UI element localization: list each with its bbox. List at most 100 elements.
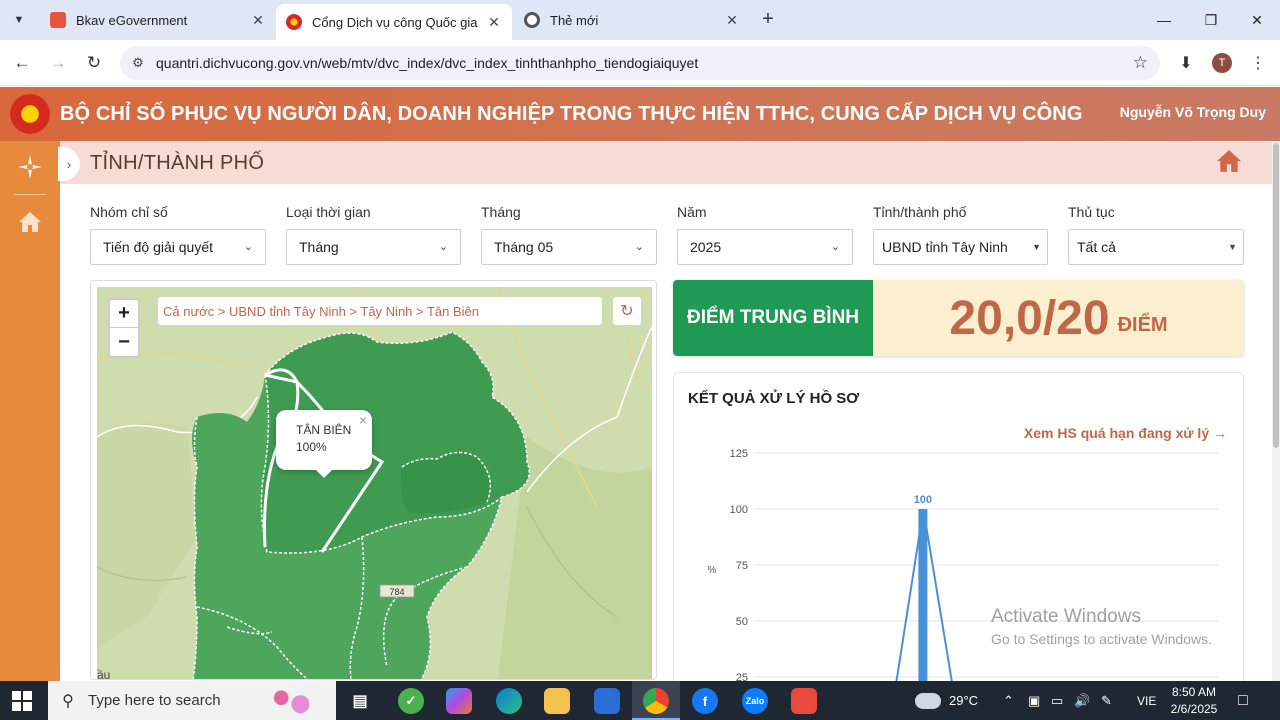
y-axis-label: % <box>708 565 717 576</box>
pen-icon[interactable]: ✎ <box>1101 692 1112 708</box>
volume-icon[interactable]: 🔊 <box>1074 692 1091 708</box>
chevron-down-icon: ⌄ <box>438 241 448 253</box>
tab-title: Thẻ mới <box>550 12 599 28</box>
procedure-select[interactable]: Tất cả ▼ <box>1068 229 1244 265</box>
home-icon[interactable] <box>15 207 45 237</box>
weather-widget[interactable]: 29°C <box>915 681 978 720</box>
map-breadcrumb[interactable]: Cả nước > UBND tỉnh Tây Ninh > Tây Ninh … <box>158 297 602 325</box>
popup-district-name: TÂN BIÊN <box>296 423 352 437</box>
sidebar-toggle-button[interactable]: › <box>58 147 80 181</box>
forward-button[interactable]: → <box>49 53 67 72</box>
scrollbar-thumb[interactable] <box>1273 143 1279 448</box>
overdue-files-link[interactable]: Xem HS quá hạn đang xử lý → <box>1023 425 1227 441</box>
province-select[interactable]: UBND tỉnh Tây Ninh ▼ <box>873 229 1048 265</box>
time-type-select[interactable]: Tháng ⌄ <box>286 229 461 265</box>
back-button[interactable]: ← <box>13 53 31 72</box>
compass-icon[interactable] <box>15 152 45 182</box>
notification-icon[interactable]: □ <box>1238 691 1248 709</box>
site-info-icon[interactable]: ⚙ <box>132 55 144 70</box>
tab-title: Bkav eGovernment <box>76 12 188 28</box>
filter-procedure: Thủ tục Tất cả ▼ <box>1068 204 1244 265</box>
filter-time-type: Loại thời gian Tháng ⌄ <box>286 204 461 265</box>
address-bar[interactable]: ⚙ quantri.dichvucong.gov.vn/web/mtv/dvc_… <box>120 46 1160 80</box>
watermark-line-1: Activate Windows <box>991 606 1141 627</box>
page-header-bar: TỈNH/THÀNH PHỐ <box>60 141 1272 184</box>
caret-down-icon: ▼ <box>1032 242 1041 252</box>
copilot-icon[interactable] <box>446 688 472 714</box>
windows-start-icon[interactable] <box>12 691 32 711</box>
taskbar-clock[interactable]: 8:50 AM 2/6/2025 <box>1163 684 1225 718</box>
download-icon[interactable]: ⬇ <box>1179 55 1193 72</box>
clock-time: 8:50 AM <box>1171 685 1217 699</box>
file-explorer-icon[interactable] <box>544 688 570 714</box>
reload-button[interactable]: ↻ <box>86 53 102 72</box>
profile-avatar[interactable]: T <box>1212 53 1232 73</box>
facebook-icon[interactable]: f <box>692 688 718 714</box>
y-tick-label: 100 <box>730 504 748 516</box>
tab-title: Cổng Dịch vụ công Quốc gia <box>312 14 478 30</box>
green-app-icon[interactable]: ✓ <box>398 688 424 714</box>
bookmark-star-icon[interactable]: ☆ <box>1132 53 1148 72</box>
year-select[interactable]: 2025 ⌄ <box>677 229 853 265</box>
tab-search-button[interactable]: ▼ <box>13 14 25 26</box>
pdf-reader-icon[interactable] <box>791 688 817 714</box>
taskbar-search-box[interactable]: ⚲ Type here to search <box>48 681 336 720</box>
chevron-up-icon[interactable]: ⌃ <box>1003 692 1014 708</box>
close-icon[interactable]: ✕ <box>252 11 264 28</box>
tab-dichvucong[interactable]: Cổng Dịch vụ công Quốc gia ✕ <box>276 4 512 40</box>
close-icon[interactable]: ✕ <box>726 11 738 28</box>
flower-butterfly-icon <box>262 685 326 717</box>
minimize-button[interactable]: — <box>1157 12 1171 28</box>
filter-label: Loại thời gian <box>286 204 371 220</box>
sidebar-divider <box>14 194 46 195</box>
edge-icon[interactable] <box>496 688 522 714</box>
tab-bkav[interactable]: Bkav eGovernment ✕ <box>40 4 276 36</box>
filter-label: Nhóm chỉ số <box>90 204 168 220</box>
browser-toolbar: ← → ↻ ⚙ quantri.dichvucong.gov.vn/web/mt… <box>0 40 1280 86</box>
page-scrollbar[interactable] <box>1272 141 1280 681</box>
new-tab-button[interactable]: + <box>762 8 774 30</box>
close-icon[interactable]: × <box>358 412 367 428</box>
data-label: 100 <box>914 494 932 506</box>
shield-icon <box>50 12 66 28</box>
filter-year: Năm 2025 ⌄ <box>677 204 853 265</box>
zoom-control: + − <box>108 298 140 358</box>
restore-button[interactable]: ❐ <box>1204 11 1218 28</box>
battery-icon[interactable]: ▭ <box>1051 692 1064 708</box>
road-number-label: 784 <box>389 587 404 597</box>
user-name[interactable]: Nguyễn Võ Trọng Duy <box>1119 104 1266 120</box>
site-title: BỘ CHỈ SỐ PHỤC VỤ NGƯỜI DÂN, DOANH NGHIỆ… <box>60 102 1083 125</box>
home-icon[interactable] <box>1216 149 1242 175</box>
map-panel: 784 ầu + − Cả nước > UBND tỉnh Tây Ninh … <box>90 280 657 680</box>
chrome-icon[interactable] <box>643 688 669 714</box>
indicator-group-select[interactable]: Tiến độ giải quyết ⌄ <box>90 229 266 265</box>
tab-new[interactable]: Thẻ mới ✕ <box>514 4 750 36</box>
select-value: Tháng 05 <box>494 239 554 255</box>
refresh-icon[interactable]: ↻ <box>613 297 641 325</box>
filter-label: Năm <box>677 204 707 220</box>
district-map[interactable]: 784 ầu + − Cả nước > UBND tỉnh Tây Ninh … <box>97 287 652 679</box>
zalo-icon[interactable]: Zalo <box>742 688 768 714</box>
filter-label: Thủ tục <box>1068 204 1115 220</box>
weather-temperature: 29°C <box>949 693 979 708</box>
average-score-label: ĐIỂM TRUNG BÌNH <box>673 280 873 356</box>
select-value: 2025 <box>690 239 722 255</box>
network-icon[interactable]: ▣ <box>1028 692 1041 708</box>
close-window-button[interactable]: ✕ <box>1251 11 1263 28</box>
select-value: UBND tỉnh Tây Ninh <box>882 239 1008 255</box>
bar <box>918 509 928 691</box>
month-select[interactable]: Tháng 05 ⌄ <box>481 229 657 265</box>
chevron-down-icon: ⌄ <box>243 241 253 253</box>
zoom-in-button[interactable]: + <box>110 300 138 328</box>
task-view-icon[interactable]: ▤ <box>352 693 368 710</box>
watermark-line-2: Go to Settings to activate Windows. <box>991 631 1212 647</box>
filter-province: Tỉnh/thành phố UBND tỉnh Tây Ninh ▼ <box>873 204 1048 265</box>
page-title: TỈNH/THÀNH PHỐ <box>90 152 265 174</box>
activate-windows-watermark: Activate Windows Go to Settings to activ… <box>991 606 1212 647</box>
close-icon[interactable]: ✕ <box>488 13 500 30</box>
input-language[interactable]: VIE <box>1137 693 1157 708</box>
kebab-menu-icon[interactable]: ⋮ <box>1250 55 1266 72</box>
zoom-out-button[interactable]: − <box>118 330 130 353</box>
national-emblem-logo <box>10 94 50 134</box>
store-icon[interactable] <box>594 688 620 714</box>
